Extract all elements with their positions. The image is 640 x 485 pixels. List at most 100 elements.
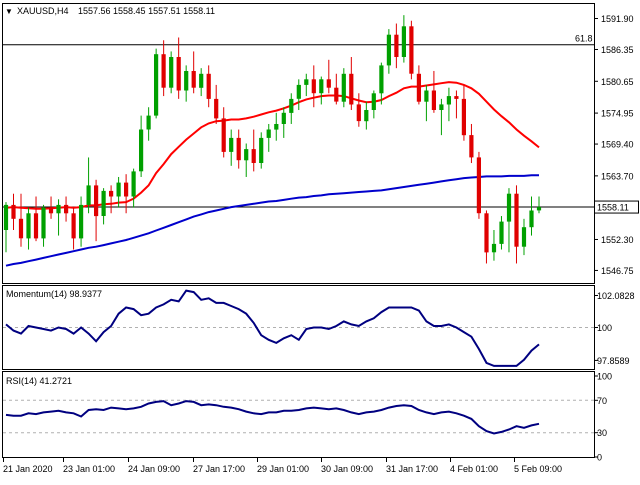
- bearish-candle: [94, 185, 99, 217]
- main-chart-layer: 61.8 1591.90 1586.35 1580.65 1574.95 1569.40 1…: [3, 14, 639, 276]
- momentum-tick-label: 102.0828: [597, 291, 635, 301]
- time-tick-label: 31 Jan 17:00: [386, 464, 438, 474]
- bearish-candle: [33, 213, 39, 239]
- bullish-candle: [86, 185, 91, 205]
- chart-quote-values: 1557.56 1558.45 1557.51 1558.11: [78, 6, 215, 16]
- bearish-candle: [214, 98, 219, 119]
- bullish-candle: [146, 115, 151, 130]
- momentum-line: [5, 289, 540, 367]
- bearish-candle: [18, 218, 24, 239]
- bullish-candle: [506, 193, 512, 222]
- momentum-title: Momentum(14) 98.9377: [6, 289, 102, 299]
- bullish-candle: [439, 104, 444, 110]
- bearish-candle: [124, 182, 129, 197]
- bullish-candle: [289, 98, 294, 113]
- bullish-candle: [169, 57, 174, 88]
- bearish-candle: [476, 157, 481, 214]
- rsi-tick-label: 30: [597, 428, 607, 438]
- bullish-candle: [371, 93, 376, 110]
- bearish-candle: [484, 213, 489, 253]
- bullish-candle: [259, 137, 264, 163]
- bullish-candle: [139, 129, 144, 172]
- bullish-candle: [281, 112, 286, 124]
- bullish-candle: [199, 73, 204, 88]
- bullish-candle: [536, 207, 542, 211]
- bearish-candle: [454, 96, 459, 99]
- moving-average-blue-line: [5, 174, 539, 267]
- bullish-candle: [491, 243, 497, 253]
- bullish-candle: [41, 207, 46, 239]
- rsi-panel[interactable]: [2, 371, 595, 458]
- bearish-candle: [334, 87, 339, 102]
- bearish-candle: [326, 79, 331, 88]
- rsi-tick-label: 0: [597, 453, 602, 463]
- momentum-tick-label: 100: [597, 323, 612, 333]
- title-dropdown-icon[interactable]: ▼: [5, 7, 13, 16]
- bullish-candle: [56, 204, 61, 214]
- bullish-candle: [244, 149, 249, 161]
- bullish-candle: [499, 221, 504, 244]
- bearish-candle: [469, 135, 474, 158]
- momentum-layer: 102.0828 100 97.8589: [3, 289, 635, 367]
- price-tick-label: 1546.75: [601, 266, 634, 276]
- bullish-candle: [529, 210, 534, 228]
- time-axis: 21 Jan 2020 23 Jan 01:00 24 Jan 09:00 27 Ja…: [3, 458, 562, 474]
- bearish-candle: [206, 73, 211, 99]
- price-tick-label: 1552.30: [601, 235, 634, 245]
- bullish-candle: [319, 79, 324, 94]
- bullish-candle: [154, 54, 159, 116]
- bullish-candle: [296, 84, 301, 99]
- bearish-candle: [48, 207, 54, 214]
- bearish-candle: [64, 204, 69, 214]
- bearish-candle: [349, 73, 354, 105]
- price-tick-label: 1563.70: [601, 171, 634, 181]
- bullish-candle: [446, 96, 451, 105]
- time-tick-label: 23 Jan 01:00: [63, 464, 115, 474]
- bullish-candle: [364, 110, 369, 122]
- bearish-candle: [221, 118, 226, 152]
- price-tick-label: 1580.65: [601, 77, 634, 87]
- bullish-candle: [116, 182, 121, 197]
- time-tick-label: 4 Feb 01:00: [450, 464, 498, 474]
- bearish-candle: [176, 57, 181, 91]
- rsi-tick-label: 70: [597, 396, 607, 406]
- bearish-candle: [236, 137, 241, 161]
- bullish-candle: [386, 34, 391, 66]
- bearish-candle: [11, 204, 16, 219]
- bullish-candle: [274, 124, 279, 130]
- bearish-candle: [409, 26, 414, 74]
- bullish-candle: [424, 90, 429, 102]
- fibo-level-label: 61.8: [575, 34, 593, 44]
- bearish-candle: [394, 34, 399, 57]
- price-tick-label: 1591.90: [601, 14, 634, 24]
- bearish-candle: [514, 193, 519, 247]
- bullish-candle: [341, 73, 346, 102]
- time-tick-label: 24 Jan 09:00: [128, 464, 180, 474]
- bullish-candle: [26, 213, 31, 239]
- bearish-candle: [311, 79, 316, 94]
- bullish-candle: [266, 129, 271, 138]
- bullish-candle: [304, 79, 309, 85]
- bearish-candle: [431, 90, 436, 110]
- bullish-candle: [101, 190, 106, 216]
- price-tick-label: 1574.95: [601, 109, 634, 119]
- bullish-candle: [379, 65, 384, 94]
- current-price-label: 1558.11: [597, 203, 629, 213]
- bearish-candle: [416, 73, 421, 102]
- bullish-candle: [401, 26, 406, 57]
- time-tick-label: 27 Jan 17:00: [193, 464, 245, 474]
- time-tick-label: 30 Jan 09:00: [321, 464, 373, 474]
- bearish-candle: [461, 98, 466, 136]
- main-price-panel[interactable]: [2, 3, 595, 284]
- price-tick-label: 1586.35: [601, 45, 634, 55]
- bullish-candle: [184, 71, 189, 91]
- bullish-candle: [521, 227, 527, 247]
- bearish-candle: [109, 190, 114, 197]
- time-tick-label: 5 Feb 09:00: [514, 464, 562, 474]
- bearish-candle: [251, 149, 256, 163]
- rsi-tick-label: 100: [597, 372, 612, 382]
- rsi-line: [5, 400, 540, 435]
- bullish-candle: [79, 204, 84, 239]
- rsi-layer: 100 70 30 0: [3, 372, 612, 463]
